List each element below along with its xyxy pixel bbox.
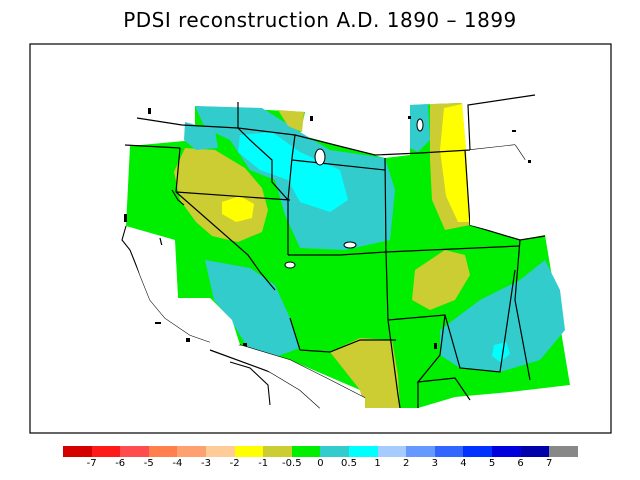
legend-tick-label: 3 — [431, 458, 438, 469]
legend-swatch — [549, 446, 579, 457]
legend-tick-label: 5 — [488, 458, 496, 469]
field-yellow-oregon — [222, 196, 254, 222]
legend-tick-label: 7 — [546, 458, 553, 469]
legend-swatch — [91, 446, 121, 457]
field-yellow-dakota — [440, 104, 470, 222]
no-data-areas — [130, 145, 525, 408]
legend-tick-label: -6 — [115, 458, 126, 469]
legend-tick-label: -2 — [229, 458, 240, 469]
legend-tick-label: -7 — [86, 458, 97, 469]
legend-swatch — [492, 446, 522, 457]
lakes — [284, 118, 424, 269]
legend-swatch — [463, 446, 493, 457]
legend-swatch — [177, 446, 207, 457]
field-olive-idaho — [278, 110, 304, 132]
legend-tick-label: 0.5 — [341, 458, 357, 469]
field-teal-newmexico — [440, 260, 565, 372]
field-teal-washington — [184, 122, 218, 150]
legend-swatch — [120, 446, 150, 457]
legend-swatch — [434, 446, 464, 457]
legend-swatch — [406, 446, 436, 457]
legend-tick-label: 0 — [317, 458, 324, 469]
legend-swatch — [291, 446, 321, 457]
legend-tick-label: -1 — [258, 458, 269, 469]
legend-swatch — [148, 446, 178, 457]
legend-swatch — [320, 446, 350, 457]
legend-tick-label: -4 — [172, 458, 183, 469]
map-title: PDSI reconstruction A.D. 1890 – 1899 — [123, 8, 517, 32]
legend-tick-label: -0.5 — [282, 458, 302, 469]
legend-swatch — [349, 446, 379, 457]
field-olive-arizona — [330, 338, 400, 408]
pdsi-field — [126, 103, 570, 408]
legend-swatch — [263, 446, 293, 457]
legend-swatch — [520, 446, 550, 457]
legend-swatch — [63, 446, 93, 457]
field-cyan-core — [238, 132, 348, 212]
legend-tick-label: 4 — [460, 458, 467, 469]
legend-swatch — [377, 446, 407, 457]
legend-tick-label: 1 — [374, 458, 381, 469]
legend-tick-label: 6 — [517, 458, 524, 469]
legend-swatch — [234, 446, 264, 457]
legend-tick-label: 2 — [403, 458, 410, 469]
field-cyan-newmexico — [492, 342, 510, 362]
legend-tick-label: -3 — [201, 458, 211, 469]
legend-swatch — [206, 446, 236, 457]
map-frame — [29, 43, 612, 434]
field-olive-colorado — [412, 250, 470, 310]
field-teal-california — [205, 260, 300, 356]
legend-tick-label: -5 — [143, 458, 154, 469]
